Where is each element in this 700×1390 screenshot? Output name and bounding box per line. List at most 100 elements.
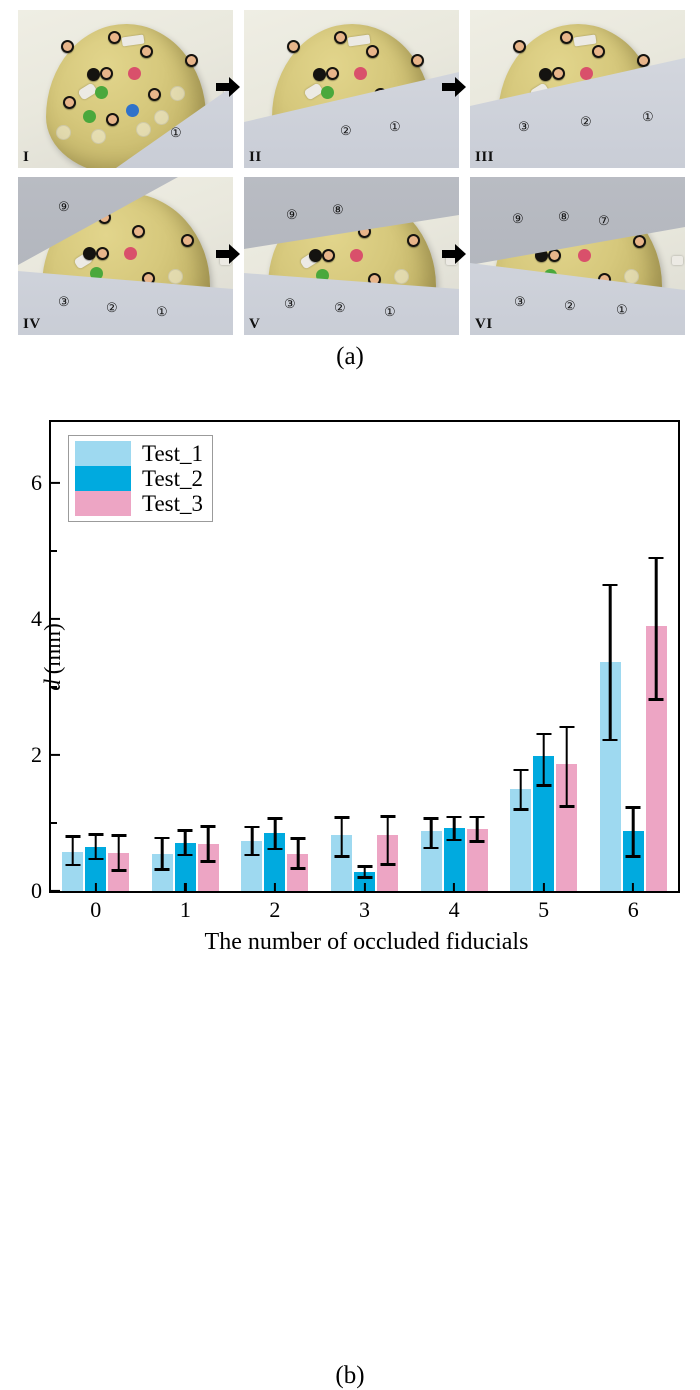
x-axis-tick-label: 2 [269, 897, 281, 922]
error-bar-cap-upper [290, 837, 306, 840]
bar-group [62, 422, 130, 891]
fiducial-marker [592, 45, 605, 58]
right-arrow-icon [442, 244, 466, 264]
fiducial-marker [61, 40, 74, 53]
error-bar [608, 585, 612, 741]
error-bar-cap-lower [559, 805, 575, 808]
occluded-fiducial-number: ⑧ [332, 202, 344, 217]
fiducial-marker [287, 40, 300, 53]
photo-row-bottom: IV ⑨ ③ ② ① [18, 177, 685, 335]
panel-roman-label: III [475, 149, 495, 165]
y-axis-major-tick [51, 889, 60, 893]
photo-row-top: I ① [18, 10, 685, 168]
y-axis-minor-tick [51, 686, 57, 689]
fiducial-marker-green [83, 110, 96, 123]
panel-a-photo-series: I ① [0, 0, 700, 400]
clip-icon [121, 34, 145, 47]
x-axis-tick [632, 883, 635, 891]
error-bar-cap-lower [423, 846, 439, 850]
panel-roman-label: VI [475, 316, 493, 332]
empty-socket [136, 122, 151, 137]
fiducial-marker [63, 96, 76, 109]
error-bar-cap-lower [65, 863, 81, 867]
error-bar-cap-lower [469, 840, 485, 843]
x-axis-tick-label: 3 [359, 897, 370, 922]
fiducial-marker-red [580, 67, 593, 80]
fiducial-marker [87, 68, 100, 81]
clip-icon [220, 256, 231, 265]
y-axis-label: d (mm) [40, 623, 66, 691]
occluded-fiducial-number: ① [389, 119, 401, 134]
y-axis-tick-label: 0 [31, 878, 42, 903]
occluded-fiducial-number: ② [340, 123, 352, 138]
error-bar [363, 866, 366, 878]
error-bar-cap-lower [154, 867, 170, 871]
error-bar [654, 557, 658, 700]
panel-roman-label: I [23, 149, 30, 165]
error-bar [184, 830, 187, 855]
fiducial-marker-red [124, 247, 137, 260]
error-bar [542, 733, 545, 786]
fiducial-marker [83, 247, 96, 260]
occluded-fiducial-number: ① [616, 302, 628, 317]
occluded-fiducial-number: ③ [518, 119, 530, 134]
occluded-fiducial-number: ③ [514, 294, 526, 309]
bar-test_3-1 [197, 844, 219, 891]
y-axis-tick-label: 4 [31, 606, 42, 632]
fiducial-marker [548, 249, 561, 262]
legend-label: Test_2 [142, 466, 203, 491]
error-bar-cap-upper [602, 583, 618, 587]
fiducial-marker [334, 31, 347, 44]
x-axis-tick [542, 883, 545, 891]
bar-group [151, 422, 219, 891]
error-bar [475, 816, 479, 842]
bar-test_3-0 [108, 852, 130, 891]
bar-test_1-2 [241, 840, 263, 891]
fiducial-marker-red [128, 67, 141, 80]
panel-roman-label: IV [23, 316, 41, 332]
y-axis-major-tick [51, 618, 60, 621]
fiducial-marker-red [578, 249, 591, 262]
error-bar-cap-upper [177, 829, 193, 832]
bar-test_3-6 [645, 625, 667, 891]
error-bar-cap-upper [357, 865, 372, 868]
fiducial-marker [411, 54, 424, 67]
occluded-fiducial-number: ⑦ [598, 213, 610, 228]
bar-group [510, 422, 578, 891]
panel-b-bar-chart: 0 2 4 6 0 1 2 3 4 5 6 Test_1 Test_2 Test_3 d (mm) The… [0, 400, 700, 1389]
error-bar-cap-upper [111, 833, 127, 837]
occluded-fiducial-number: ② [106, 300, 118, 315]
error-bar-cap-lower [380, 863, 395, 866]
empty-socket [91, 129, 106, 144]
fiducial-marker [185, 54, 198, 67]
panel-b-caption: (b) [335, 1362, 365, 1389]
empty-socket [170, 86, 185, 101]
bar-test_2-4 [443, 828, 465, 891]
photo-panel-VI: VI ⑨ ⑧ ⑦ ③ ② ① [470, 177, 685, 335]
occluded-fiducial-number: ③ [284, 296, 296, 311]
fiducial-marker [106, 113, 119, 126]
x-axis-tick-label: 6 [627, 897, 639, 922]
bar-test_3-4 [466, 829, 488, 891]
error-bar [340, 817, 343, 857]
error-bar [429, 818, 433, 849]
error-bar [273, 818, 277, 849]
error-bar-cap-upper [88, 833, 104, 836]
error-bar-cap-lower [200, 860, 216, 864]
error-bar-cap-upper [625, 806, 641, 809]
error-bar-cap-upper [380, 814, 395, 818]
fiducial-marker [633, 235, 646, 248]
error-bar-cap-upper [244, 825, 260, 829]
photo-panel-IV: IV ⑨ ③ ② ① [18, 177, 233, 335]
photo-grid: I ① [18, 10, 685, 335]
fiducial-marker [309, 249, 322, 262]
fiducial-marker-blue [126, 104, 139, 117]
error-bar-cap-upper [267, 816, 283, 820]
photo-panel-III: III ③ ② ① [470, 10, 685, 168]
empty-socket [154, 110, 169, 125]
y-axis-label-unit: (mm) [39, 622, 65, 674]
occluded-fiducial-number: ① [384, 304, 396, 319]
occluded-fiducial-number: ② [580, 114, 592, 129]
error-bar [94, 834, 98, 860]
bar-test_1-3 [331, 834, 352, 891]
